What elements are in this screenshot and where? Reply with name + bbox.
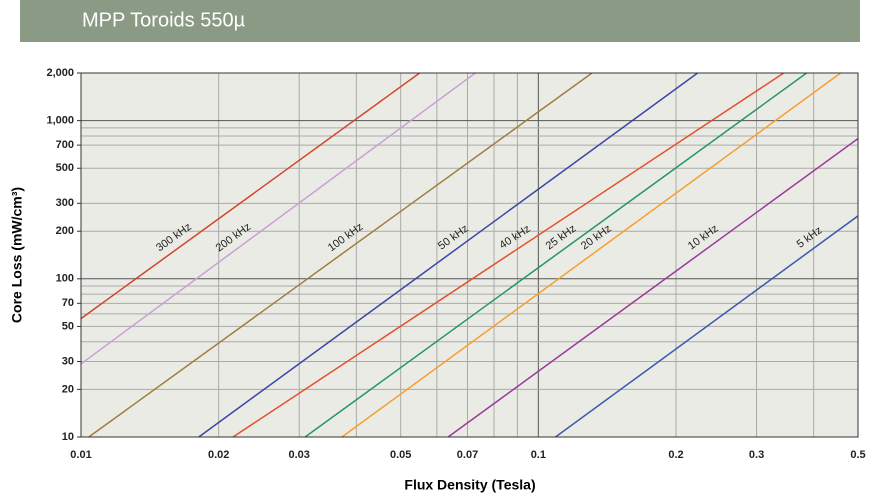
series-line	[232, 73, 785, 437]
series-line	[88, 73, 593, 437]
plot-frame	[80, 72, 859, 438]
grid	[80, 72, 859, 438]
y-tick-label: 1,000	[46, 115, 74, 127]
y-tick-label: 300	[56, 197, 74, 209]
y-tick-label: 20	[62, 383, 74, 395]
y-tick-label: 10	[62, 431, 74, 443]
series-line	[304, 73, 808, 437]
y-tick-label: 50	[62, 320, 74, 332]
plot-area	[81, 73, 858, 437]
x-tick-label: 0.07	[457, 449, 478, 461]
y-tick-label: 700	[56, 139, 74, 151]
lines	[81, 73, 858, 437]
series-line	[447, 137, 858, 437]
y-tick-label: 30	[62, 355, 74, 367]
series-line	[198, 73, 699, 437]
series-line	[81, 73, 476, 365]
x-tick-label: 0.5	[850, 449, 865, 461]
x-tick-label: 0.02	[208, 449, 229, 461]
y-tick-label: 2,000	[46, 67, 74, 79]
y-tick-label: 500	[56, 162, 74, 174]
y-tick-label: 70	[62, 297, 74, 309]
series-line	[341, 73, 842, 437]
x-tick-label: 0.2	[668, 449, 683, 461]
y-tick-label: 200	[56, 225, 74, 237]
x-tick-label: 0.05	[390, 449, 411, 461]
x-axis-label: Flux Density (Tesla)	[404, 477, 535, 493]
x-tick-label: 0.1	[531, 449, 546, 461]
chart-title: MPP Toroids 550µ	[82, 9, 246, 31]
x-tick-label: 0.01	[70, 449, 91, 461]
x-tick-label: 0.3	[749, 449, 764, 461]
x-tick-label: 0.03	[288, 449, 309, 461]
header-bar	[20, 0, 860, 42]
y-axis-label: Core Loss (mW/cm³)	[9, 187, 25, 323]
series-line	[555, 215, 858, 437]
series-line	[81, 73, 421, 320]
y-tick-label: 100	[56, 273, 74, 285]
